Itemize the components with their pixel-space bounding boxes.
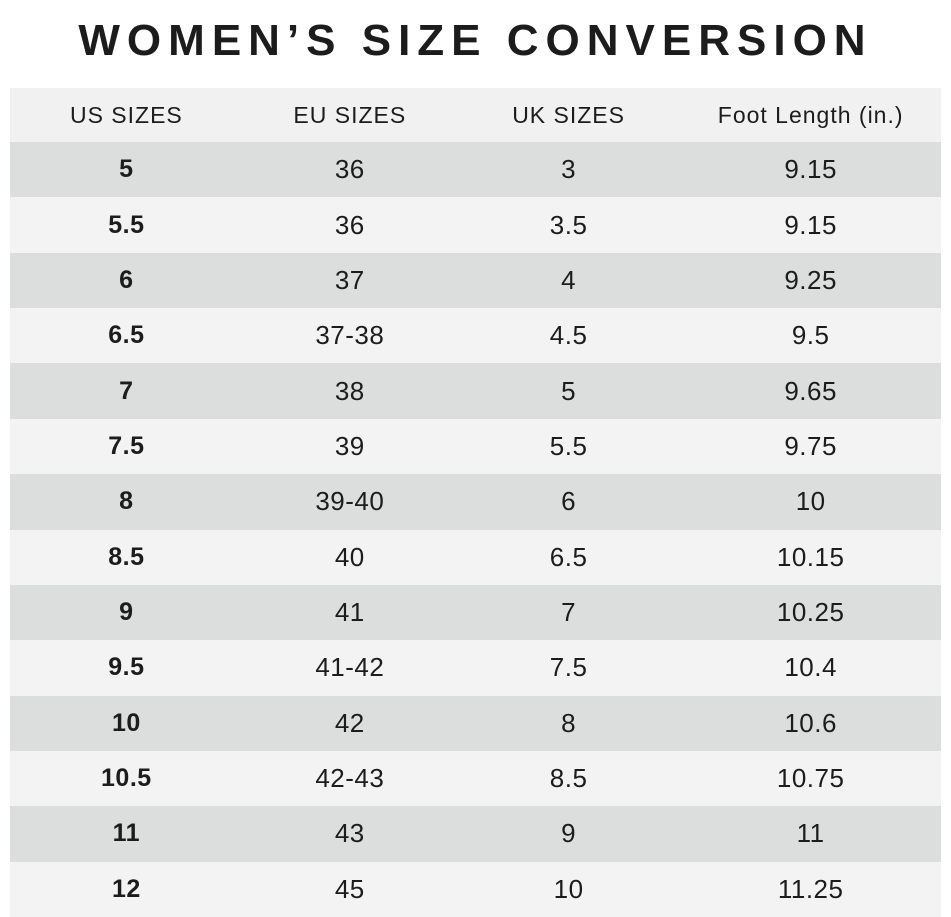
eu-size-cell: 41-42 xyxy=(315,652,385,683)
table-row-us-5: 5 36 3 9.15 xyxy=(10,142,941,198)
table-row-us-7-5: 7.5 39 5.5 9.75 xyxy=(10,418,941,475)
uk-size-cell: 10 xyxy=(553,873,584,904)
table-row-us-9-5: 9.5 41-42 7.5 10.4 xyxy=(10,640,941,696)
foot-length-cell: 10.75 xyxy=(776,763,845,794)
foot-length-cell: 10 xyxy=(795,486,826,517)
us-size-cell: 9 xyxy=(119,598,134,627)
table-header: US SIZES EU SIZES UK SIZES Foot Length (in.… xyxy=(10,88,941,142)
uk-size-cell: 9 xyxy=(561,818,577,849)
size-conversion-table: US SIZES EU SIZES UK SIZES Foot Length (in.… xyxy=(10,88,941,917)
foot-length-cell: 10.25 xyxy=(776,597,845,628)
foot-length-cell: 9.75 xyxy=(784,430,837,461)
eu-size-cell: 45 xyxy=(334,873,365,904)
foot-length-cell: 9.25 xyxy=(784,264,837,295)
eu-size-cell: 37 xyxy=(334,264,365,295)
foot-length-cell: 9.5 xyxy=(791,320,830,351)
column-header-foot-length-in: Foot Length (in.) xyxy=(680,88,941,142)
foot-length-cell: 11.25 xyxy=(777,873,844,904)
table-row-us-6: 6 37 4 9.25 xyxy=(10,252,941,309)
table-row-us-6-5: 6.5 37-38 4.5 9.5 xyxy=(10,308,941,364)
uk-size-cell: 4.5 xyxy=(549,320,588,351)
table-row-us-11: 11 43 9 11 xyxy=(10,806,941,862)
table-header-row: US SIZES EU SIZES UK SIZES Foot Length (in.… xyxy=(10,88,941,142)
column-header-uk-sizes: UK SIZES xyxy=(456,88,681,142)
foot-length-cell: 10.15 xyxy=(776,541,845,572)
table-row-us-5-5: 5.5 36 3.5 9.15 xyxy=(10,197,941,253)
uk-size-cell: 8 xyxy=(561,707,577,738)
eu-size-cell: 36 xyxy=(334,154,365,185)
table-row-us-7: 7 38 5 9.65 xyxy=(10,363,941,419)
us-size-cell: 8.5 xyxy=(108,542,145,571)
eu-size-cell: 39 xyxy=(334,430,365,461)
us-size-cell: 12 xyxy=(111,874,141,903)
uk-size-cell: 5 xyxy=(561,375,577,406)
eu-size-cell: 42-43 xyxy=(315,763,385,794)
uk-size-cell: 6.5 xyxy=(549,541,588,572)
eu-size-cell: 41 xyxy=(334,597,365,628)
us-size-cell: 7.5 xyxy=(108,431,145,460)
uk-size-cell: 7 xyxy=(561,597,577,628)
table-row-us-8: 8 39-40 6 10 xyxy=(10,474,941,530)
uk-size-cell: 7.5 xyxy=(549,652,588,683)
eu-size-cell: 42 xyxy=(334,707,365,738)
table-row-us-10-5: 10.5 42-43 8.5 10.75 xyxy=(10,750,941,807)
us-size-cell: 9.5 xyxy=(108,653,145,682)
eu-size-cell: 38 xyxy=(334,375,365,406)
table-row-us-9: 9 41 7 10.25 xyxy=(10,584,941,641)
table-row-us-12: 12 45 10 11.25 xyxy=(10,861,941,917)
us-size-cell: 6.5 xyxy=(108,321,145,350)
us-size-cell: 7 xyxy=(119,376,134,405)
us-size-cell: 8 xyxy=(119,487,134,516)
us-size-cell: 5 xyxy=(119,155,134,184)
us-size-cell: 6 xyxy=(119,265,134,294)
eu-size-cell: 36 xyxy=(334,209,365,240)
eu-size-cell: 40 xyxy=(334,541,365,572)
us-size-cell: 10.5 xyxy=(101,764,152,793)
page-title: WOMEN’S SIZE CONVERSION xyxy=(78,16,873,65)
table-row-us-8-5: 8.5 40 6.5 10.15 xyxy=(10,529,941,585)
table-row-us-10: 10 42 8 10.6 xyxy=(10,695,941,751)
eu-size-cell: 37-38 xyxy=(315,320,385,351)
foot-length-cell: 9.65 xyxy=(784,375,837,406)
uk-size-cell: 6 xyxy=(561,486,577,517)
foot-length-cell: 10.4 xyxy=(784,652,837,683)
uk-size-cell: 3.5 xyxy=(549,209,588,240)
us-size-cell: 11 xyxy=(112,819,141,848)
eu-size-cell: 43 xyxy=(334,818,365,849)
foot-length-cell: 9.15 xyxy=(784,209,837,240)
uk-size-cell: 4 xyxy=(561,264,577,295)
uk-size-cell: 8.5 xyxy=(549,763,588,794)
table-body: 5 36 3 9.15 5.5 36 3.5 9.15 6 37 4 9.25 6.5 37-38 4.5 9… xyxy=(10,142,941,917)
foot-length-cell: 11 xyxy=(796,818,825,849)
column-header-us-sizes: US SIZES xyxy=(10,88,243,142)
foot-length-cell: 10.6 xyxy=(784,707,837,738)
foot-length-cell: 9.15 xyxy=(784,154,837,185)
column-header-eu-sizes: EU SIZES xyxy=(242,88,457,142)
us-size-cell: 5.5 xyxy=(108,210,145,239)
eu-size-cell: 39-40 xyxy=(315,486,385,517)
us-size-cell: 10 xyxy=(111,708,141,737)
uk-size-cell: 3 xyxy=(561,154,577,185)
uk-size-cell: 5.5 xyxy=(549,430,588,461)
